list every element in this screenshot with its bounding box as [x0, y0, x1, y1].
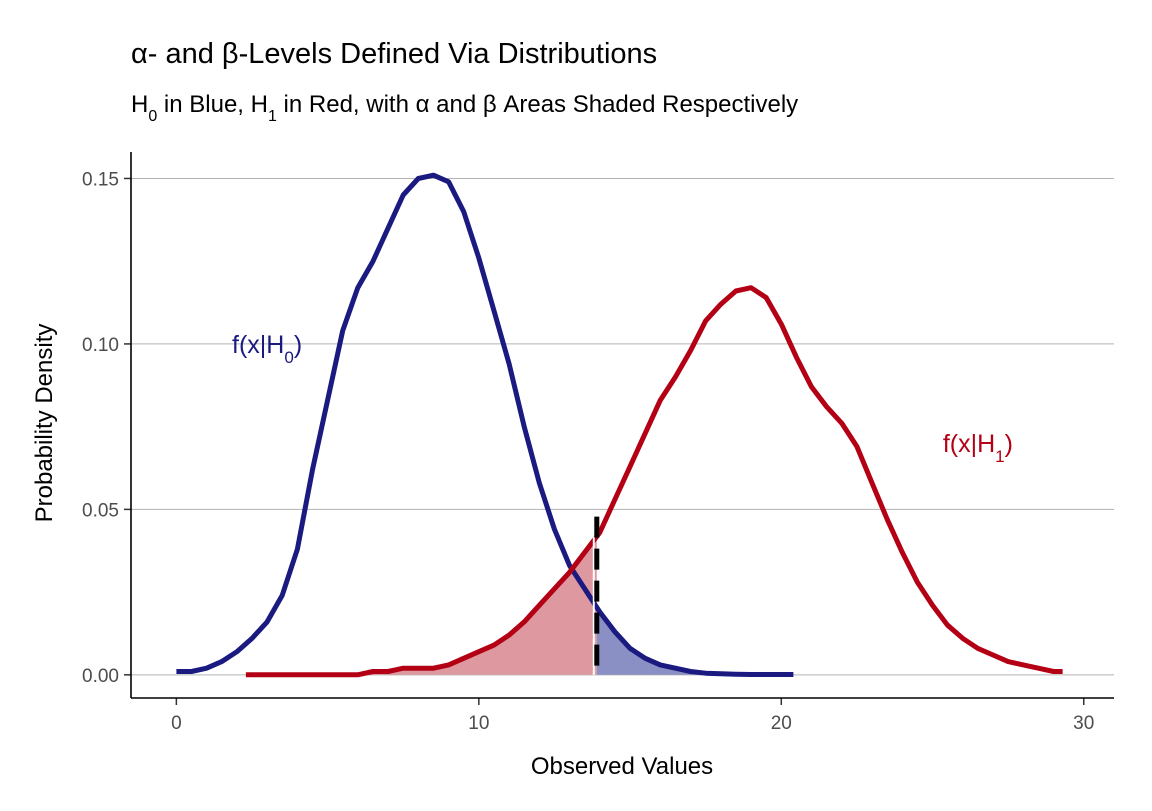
- chart-subtitle: H0 in Blue, H1 in Red, with α and β Area…: [131, 91, 798, 125]
- shaded-areas: [245, 536, 794, 675]
- subtitle-text-1: in Blue,: [157, 91, 250, 118]
- h1-label: f(x|H1): [943, 430, 1013, 466]
- subtitle-h1: H: [251, 91, 268, 118]
- critical-value-layer: [592, 516, 600, 675]
- beta-area: [245, 536, 597, 675]
- x-tick-label: 30: [1073, 713, 1094, 734]
- annotations: f(x|H0)f(x|H1): [232, 331, 1013, 466]
- subtitle-h0-sub: 0: [148, 108, 157, 125]
- axes: 0.000.050.100.150 10 20 30: [82, 152, 1114, 734]
- x-axis-title: Observed Values: [531, 753, 713, 780]
- x-tick-label: 20: [771, 713, 792, 734]
- x-tick-label: 10: [468, 713, 489, 734]
- alpha-area: [596, 607, 794, 675]
- h0-density-line: [176, 172, 794, 677]
- annotation-text: f(x|H: [232, 331, 284, 359]
- y-tick-label: 0.10: [82, 335, 119, 356]
- y-tick-label: 0.00: [82, 666, 119, 687]
- annotation-close: ): [1005, 430, 1013, 458]
- y-tick-label: 0.05: [82, 500, 119, 521]
- x-tick-label: 0: [171, 713, 182, 734]
- y-axis-title: Probability Density: [31, 324, 58, 523]
- subtitle-h0: H: [131, 91, 148, 118]
- chart-title: α- and β-Levels Defined Via Distribution…: [131, 38, 657, 70]
- y-tick-label: 0.15: [82, 169, 119, 190]
- subtitle-h1-sub: 1: [268, 108, 277, 125]
- h0-label: f(x|H0): [232, 331, 302, 367]
- series-lines: [176, 172, 1063, 678]
- annotation-text: f(x|H: [943, 430, 995, 458]
- annotation-subscript: 1: [995, 447, 1004, 466]
- annotation-subscript: 0: [284, 347, 293, 366]
- subtitle-text-2: in Red, with α and β Areas Shaded Respec…: [277, 91, 798, 118]
- h1-density-line: [245, 285, 1063, 678]
- grid-layer: [131, 177, 1114, 676]
- annotation-close: ): [294, 331, 302, 359]
